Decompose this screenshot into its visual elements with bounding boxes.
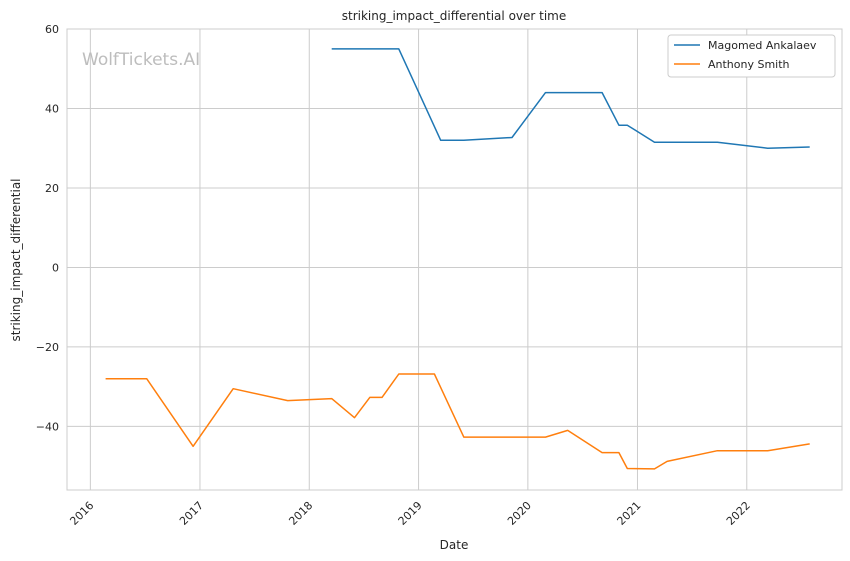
plot-area	[67, 29, 842, 490]
watermark: WolfTickets.AI	[82, 50, 200, 70]
legend-box	[667, 34, 836, 78]
x-axis-title: Date	[440, 538, 469, 552]
series-lines	[105, 48, 810, 470]
y-tick-label: 0	[52, 261, 59, 274]
grid	[67, 28, 842, 490]
y-tick-label: −40	[36, 420, 59, 433]
legend-label-anthony-smith: Anthony Smith	[708, 58, 790, 71]
series-line-anthony-smith	[105, 373, 810, 470]
legend-label-magomed-ankalaev: Magomed Ankalaev	[708, 39, 817, 52]
y-tick-label: 40	[45, 102, 59, 115]
y-tick-label: 60	[45, 23, 59, 36]
y-tick-label: −20	[36, 341, 59, 354]
y-axis-title: striking_impact_differential	[9, 178, 23, 341]
legend: Magomed Ankalaev Anthony Smith	[667, 34, 836, 78]
series-line-magomed-ankalaev	[331, 48, 810, 149]
y-tick-label: 20	[45, 182, 59, 195]
plot-frame	[66, 28, 843, 491]
y-ticks: 60 40 20 0 −20 −40	[36, 23, 59, 433]
chart-title: striking_impact_differential over time	[342, 9, 567, 23]
